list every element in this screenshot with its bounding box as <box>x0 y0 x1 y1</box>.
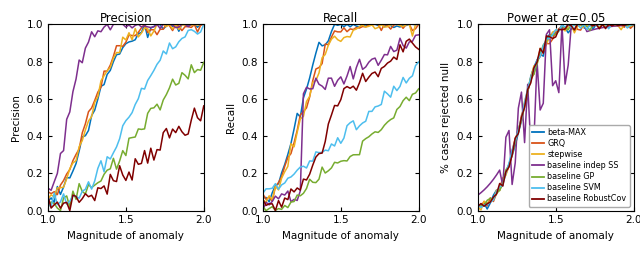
Title: Recall: Recall <box>323 12 358 25</box>
Y-axis label: % cases rejected null: % cases rejected null <box>441 62 451 173</box>
X-axis label: Magnitude of anomaly: Magnitude of anomaly <box>67 231 184 241</box>
X-axis label: Magnitude of anomaly: Magnitude of anomaly <box>282 231 399 241</box>
X-axis label: Magnitude of anomaly: Magnitude of anomaly <box>497 231 614 241</box>
Title: Precision: Precision <box>100 12 152 25</box>
Legend: beta-MAX, GRQ, stepwise, baseline indep SS, baseline GP, baseline SVM, baseline : beta-MAX, GRQ, stepwise, baseline indep … <box>529 125 630 207</box>
Y-axis label: Precision: Precision <box>11 94 21 141</box>
Y-axis label: Recall: Recall <box>226 102 236 133</box>
Title: Power at $\alpha$=0.05: Power at $\alpha$=0.05 <box>506 12 605 25</box>
